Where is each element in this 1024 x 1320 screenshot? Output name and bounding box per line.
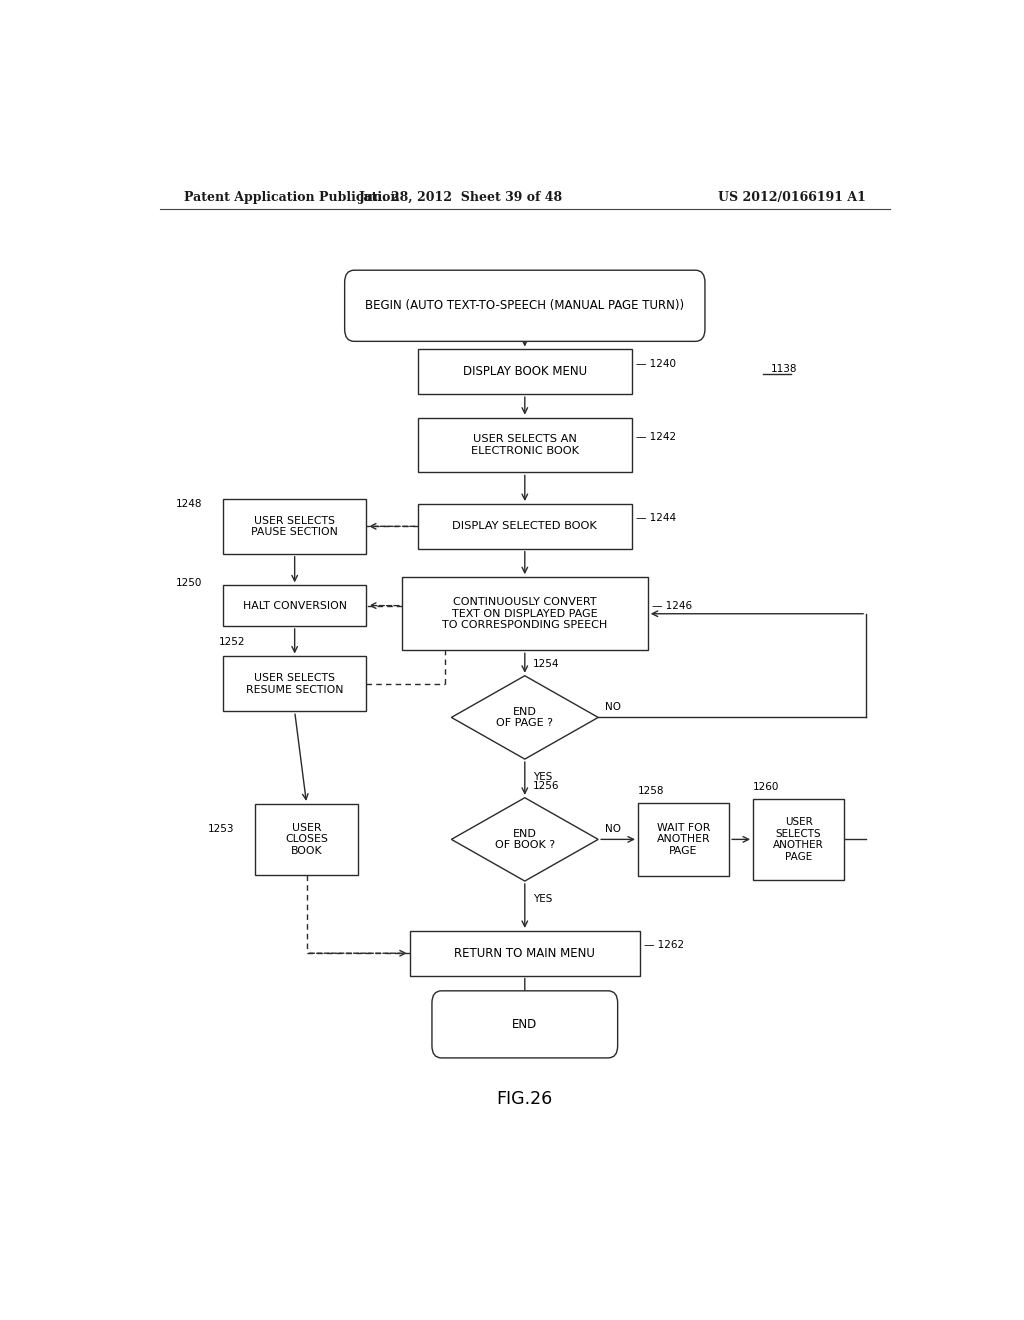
Text: RETURN TO MAIN MENU: RETURN TO MAIN MENU <box>455 946 595 960</box>
Text: USER
CLOSES
BOOK: USER CLOSES BOOK <box>285 822 328 855</box>
Text: 1253: 1253 <box>207 824 233 834</box>
Bar <box>401 577 648 651</box>
Bar <box>410 931 640 975</box>
Bar <box>753 799 844 880</box>
Text: END
OF PAGE ?: END OF PAGE ? <box>497 706 553 729</box>
Text: NO: NO <box>604 702 621 713</box>
Text: — 1244: — 1244 <box>636 513 676 523</box>
Text: YES: YES <box>532 772 552 783</box>
Text: 1250: 1250 <box>176 578 202 589</box>
Text: — 1246: — 1246 <box>652 601 692 611</box>
Bar <box>638 803 729 876</box>
Text: 1138: 1138 <box>771 364 798 374</box>
Text: — 1262: — 1262 <box>644 940 684 950</box>
FancyBboxPatch shape <box>345 271 705 342</box>
Text: BEGIN (AUTO TEXT-TO-SPEECH (MANUAL PAGE TURN)): BEGIN (AUTO TEXT-TO-SPEECH (MANUAL PAGE … <box>366 300 684 313</box>
Text: HALT CONVERSION: HALT CONVERSION <box>243 601 347 611</box>
Bar <box>418 417 632 473</box>
Text: — 1240: — 1240 <box>636 359 676 368</box>
Text: USER
SELECTS
ANOTHER
PAGE: USER SELECTS ANOTHER PAGE <box>773 817 824 862</box>
Text: Jun. 28, 2012  Sheet 39 of 48: Jun. 28, 2012 Sheet 39 of 48 <box>359 190 563 203</box>
Bar <box>255 804 358 875</box>
Text: Patent Application Publication: Patent Application Publication <box>183 190 399 203</box>
Text: END: END <box>512 1018 538 1031</box>
Bar <box>418 350 632 395</box>
Text: 1260: 1260 <box>753 781 779 792</box>
Text: — 1242: — 1242 <box>636 432 676 442</box>
Text: USER SELECTS AN
ELECTRONIC BOOK: USER SELECTS AN ELECTRONIC BOOK <box>471 434 579 455</box>
Text: 1258: 1258 <box>638 785 665 796</box>
Text: 1256: 1256 <box>532 780 559 791</box>
Bar <box>223 585 367 626</box>
Text: DISPLAY SELECTED BOOK: DISPLAY SELECTED BOOK <box>453 521 597 532</box>
Bar <box>418 504 632 549</box>
Text: USER SELECTS
PAUSE SECTION: USER SELECTS PAUSE SECTION <box>251 516 338 537</box>
Text: NO: NO <box>604 824 621 834</box>
Bar <box>223 656 367 711</box>
Text: 1252: 1252 <box>219 638 246 647</box>
Text: DISPLAY BOOK MENU: DISPLAY BOOK MENU <box>463 366 587 379</box>
Text: YES: YES <box>532 895 552 904</box>
Text: END
OF BOOK ?: END OF BOOK ? <box>495 829 555 850</box>
Text: 1254: 1254 <box>532 659 559 668</box>
Text: CONTINUOUSLY CONVERT
TEXT ON DISPLAYED PAGE
TO CORRESPONDING SPEECH: CONTINUOUSLY CONVERT TEXT ON DISPLAYED P… <box>442 597 607 631</box>
FancyBboxPatch shape <box>432 991 617 1057</box>
Text: USER SELECTS
RESUME SECTION: USER SELECTS RESUME SECTION <box>246 673 343 694</box>
Polygon shape <box>452 676 598 759</box>
Text: FIG.26: FIG.26 <box>497 1089 553 1107</box>
Text: US 2012/0166191 A1: US 2012/0166191 A1 <box>718 190 866 203</box>
Polygon shape <box>452 797 598 880</box>
Text: 1248: 1248 <box>176 499 202 510</box>
Bar <box>223 499 367 554</box>
Text: WAIT FOR
ANOTHER
PAGE: WAIT FOR ANOTHER PAGE <box>656 822 711 855</box>
